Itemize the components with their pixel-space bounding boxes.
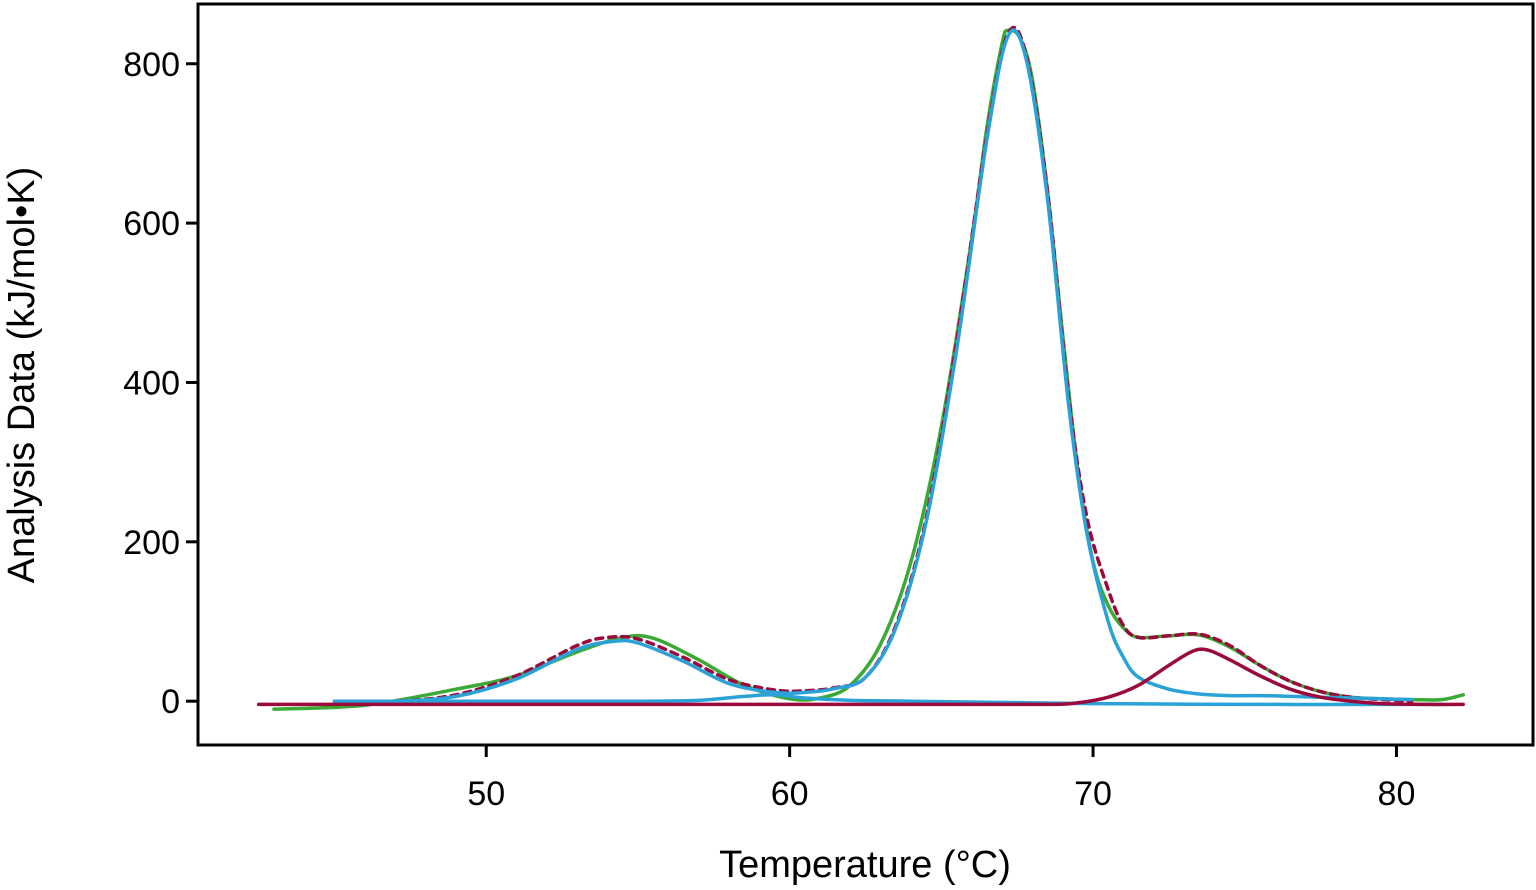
series-line-2: [332, 25, 1414, 704]
y-tick-label: 0: [161, 683, 180, 721]
series-line-3: [332, 28, 1414, 704]
series-line-5: [256, 647, 1465, 707]
y-tick-label: 400: [123, 364, 180, 402]
x-tick-label: 60: [771, 775, 809, 813]
series-line-4: [332, 692, 1444, 707]
y-tick-label: 200: [123, 524, 180, 562]
series-line-1: [272, 28, 1465, 711]
plot-frame: [196, 2, 1535, 747]
y-tick-label: 800: [123, 46, 180, 84]
x-tick-label: 80: [1378, 775, 1416, 813]
series-group: [256, 25, 1465, 711]
x-tick-label: 70: [1074, 775, 1112, 813]
x-axis-title: Temperature (°C): [719, 844, 1011, 886]
x-tick-label: 50: [467, 775, 505, 813]
y-axis-title: Analysis Data (kJ/mol•K): [1, 167, 43, 584]
y-tick-label: 600: [123, 205, 180, 243]
